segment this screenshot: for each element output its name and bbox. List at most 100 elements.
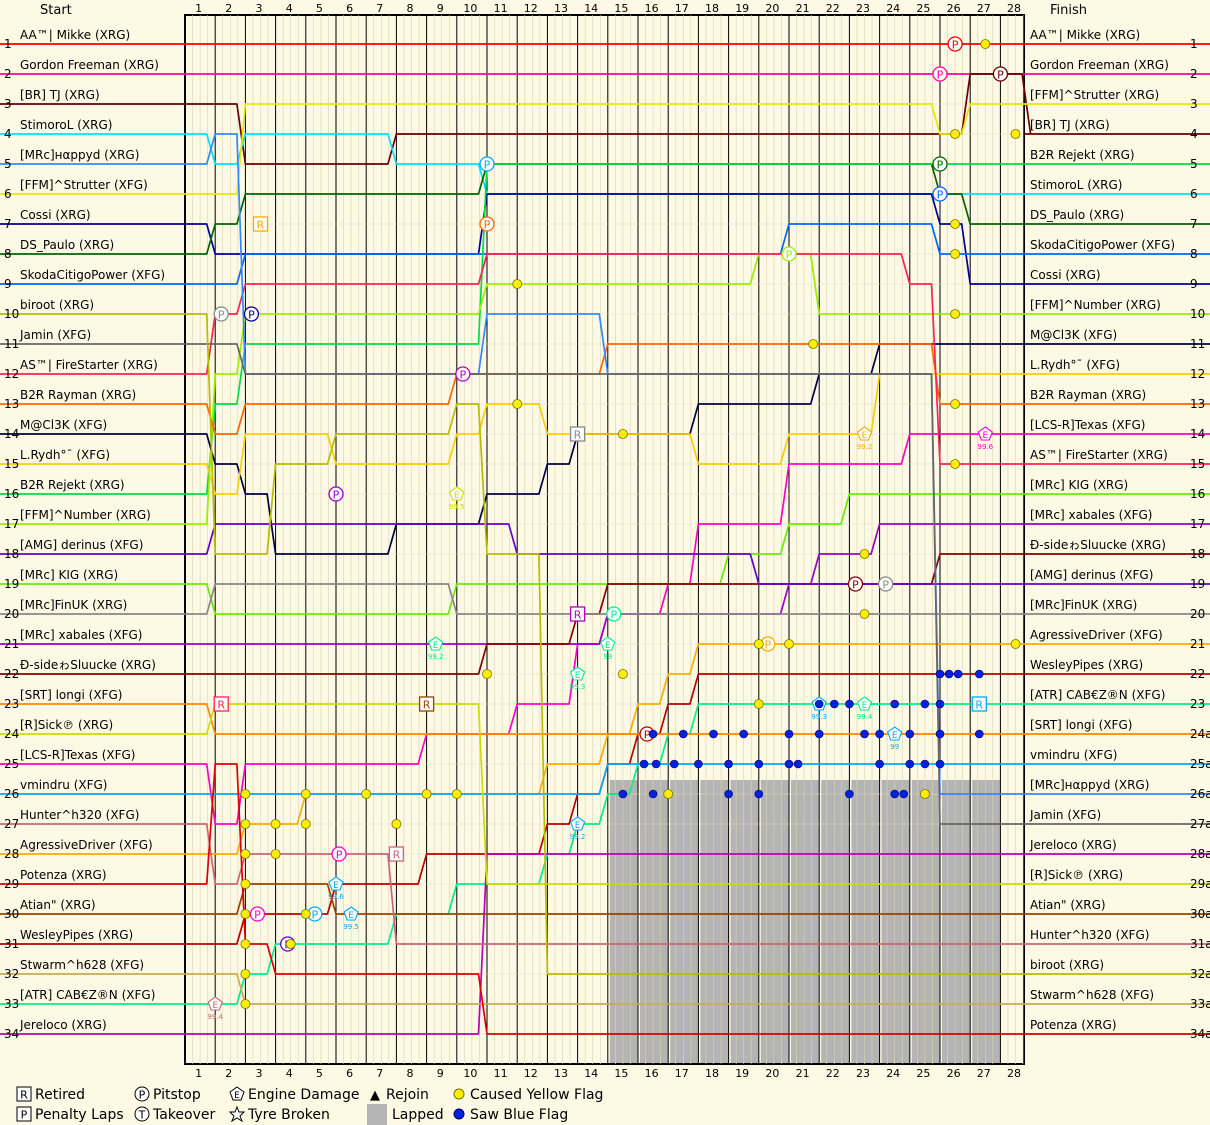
start-position-number: 3 bbox=[4, 97, 12, 111]
start-position-number: 20 bbox=[4, 607, 19, 621]
yellow-flag-dot bbox=[240, 969, 251, 979]
lap-number-bottom: 13 bbox=[554, 1067, 568, 1080]
lapped-block bbox=[791, 780, 820, 1064]
finish-position-number: 2 bbox=[1190, 67, 1198, 81]
yellow-flag-dot bbox=[950, 459, 960, 469]
lapped-block bbox=[670, 780, 699, 1064]
legend-symbol-text: P bbox=[21, 1109, 28, 1122]
legend-symbol-pentagon bbox=[229, 1086, 245, 1101]
finish-position-number: 19 bbox=[1190, 577, 1205, 591]
finish-position-number: 6 bbox=[1190, 187, 1198, 201]
lapped-block bbox=[881, 780, 910, 1064]
blue-flag-dot bbox=[974, 669, 984, 679]
engine-damage-marker bbox=[569, 666, 586, 681]
engine-damage-marker-label: E bbox=[348, 911, 354, 921]
retired-marker bbox=[569, 606, 586, 622]
start-driver-name: [MRc]FinUK (XRG) bbox=[20, 598, 127, 612]
start-position-number: 1 bbox=[4, 37, 12, 51]
finish-position-number: 14 bbox=[1190, 427, 1205, 441]
finish-position-number: 10 bbox=[1190, 307, 1205, 321]
blue-flag-dot bbox=[724, 759, 733, 769]
pitstop-marker-label: P bbox=[254, 909, 261, 922]
blue-flag-dot bbox=[784, 759, 794, 769]
engine-damage-value: 99.2 bbox=[428, 653, 444, 661]
lap-number-bottom: 22 bbox=[826, 1067, 840, 1080]
engine-damage-value: 99.3 bbox=[811, 713, 827, 721]
finish-driver-name: SkodaCitigoPower (XFG) bbox=[1030, 238, 1175, 252]
retired-marker bbox=[388, 846, 405, 862]
blue-flag-dot bbox=[905, 759, 915, 769]
legend-label: Retired bbox=[35, 1087, 85, 1103]
finish-driver-name: [ATR] CAB€Z®N (XFG) bbox=[1030, 688, 1165, 702]
lap-number-bottom: 9 bbox=[437, 1067, 444, 1080]
engine-damage-marker-label: E bbox=[892, 731, 898, 741]
lap-number-top: 11 bbox=[494, 2, 508, 15]
yellow-flag-dot bbox=[512, 399, 523, 409]
start-position-number: 33 bbox=[4, 997, 19, 1011]
legend-label: Rejoin bbox=[386, 1087, 429, 1103]
engine-damage-value: 99.5 bbox=[449, 503, 465, 511]
blue-flag-dot bbox=[651, 759, 661, 769]
lapped-block bbox=[972, 780, 1001, 1064]
start-driver-name: L.Rydh°¯ (XFG) bbox=[20, 448, 110, 462]
pitstop-marker bbox=[932, 156, 948, 172]
pitstop-marker-label: P bbox=[786, 249, 793, 262]
blue-flag-dot bbox=[739, 729, 749, 739]
retired-marker-label: R bbox=[574, 609, 582, 622]
blue-flag-dot bbox=[814, 729, 824, 739]
start-position-number: 11 bbox=[4, 337, 19, 351]
start-driver-name: [MRc] KIG (XRG) bbox=[20, 568, 118, 582]
lapped-shading bbox=[609, 780, 1001, 1064]
start-driver-name: AS™| FireStarter (XRG) bbox=[20, 358, 158, 372]
finish-position-number: 28a bbox=[1190, 847, 1210, 861]
engine-damage-marker bbox=[328, 876, 344, 891]
start-position-number: 29 bbox=[4, 877, 19, 891]
pitstop-marker-label: P bbox=[882, 579, 889, 592]
lapped-block bbox=[700, 780, 729, 1064]
start-position-number: 13 bbox=[4, 397, 19, 411]
driver-line bbox=[0, 853, 1210, 1035]
pitstop-marker bbox=[877, 576, 894, 592]
engine-damage-marker-label: E bbox=[605, 641, 611, 651]
blue-flag-dot bbox=[845, 789, 854, 799]
yellow-flag-dot bbox=[482, 669, 492, 679]
yellow-flag-dot bbox=[753, 639, 764, 649]
chart-labels: Start Finish 112233445566778899101011111… bbox=[4, 2, 1210, 1080]
engine-damage-value: 99 bbox=[603, 653, 612, 661]
engine-damage-marker-label: E bbox=[862, 431, 868, 441]
yellow-flag-dot bbox=[950, 219, 960, 229]
finish-driver-name: [MRc]FinUK (XRG) bbox=[1030, 598, 1137, 612]
finish-position-number: 27a bbox=[1190, 817, 1210, 831]
yellow-flag-dot bbox=[270, 849, 281, 859]
pitstop-marker bbox=[947, 36, 963, 52]
blue-flag-dot bbox=[953, 669, 963, 679]
finish-position-number: 32a bbox=[1190, 967, 1210, 981]
engine-damage-marker bbox=[856, 696, 873, 711]
finish-driver-name: [SRT] longi (XFG) bbox=[1030, 718, 1132, 732]
driver-line bbox=[0, 883, 1210, 915]
driver-line bbox=[0, 703, 1210, 885]
pitstop-marker bbox=[606, 606, 622, 622]
blue-flag-dot bbox=[905, 729, 915, 739]
start-driver-name: StimoroL (XRG) bbox=[20, 118, 112, 132]
engine-damage-value: 99.6 bbox=[328, 893, 344, 901]
lap-number-top: 26 bbox=[947, 2, 961, 15]
lap-number-bottom: 14 bbox=[584, 1067, 598, 1080]
finish-driver-name: L.Rydh°¯ (XFG) bbox=[1030, 358, 1120, 372]
retired-marker bbox=[971, 696, 987, 712]
finish-position-number: 23 bbox=[1190, 697, 1205, 711]
legend-symbol-text: E bbox=[234, 1091, 240, 1101]
lapped-block bbox=[942, 780, 971, 1064]
legend-label: Caused Yellow Flag bbox=[470, 1087, 603, 1103]
driver-line bbox=[0, 343, 1210, 825]
start-position-number: 16 bbox=[4, 487, 19, 501]
pitstop-marker bbox=[992, 66, 1009, 82]
finish-driver-name: AgressiveDriver (XFG) bbox=[1030, 628, 1163, 642]
retired-marker bbox=[418, 696, 435, 712]
yellow-flag-dot bbox=[270, 819, 281, 829]
blue-flag-dot bbox=[618, 789, 628, 799]
start-driver-name: B2Ɍ Rejekt (XRG) bbox=[20, 478, 125, 492]
yellow-flag-dot bbox=[391, 819, 402, 829]
finish-driver-name: AS™| FireStarter (XRG) bbox=[1030, 448, 1168, 462]
engine-damage-marker bbox=[977, 426, 993, 441]
